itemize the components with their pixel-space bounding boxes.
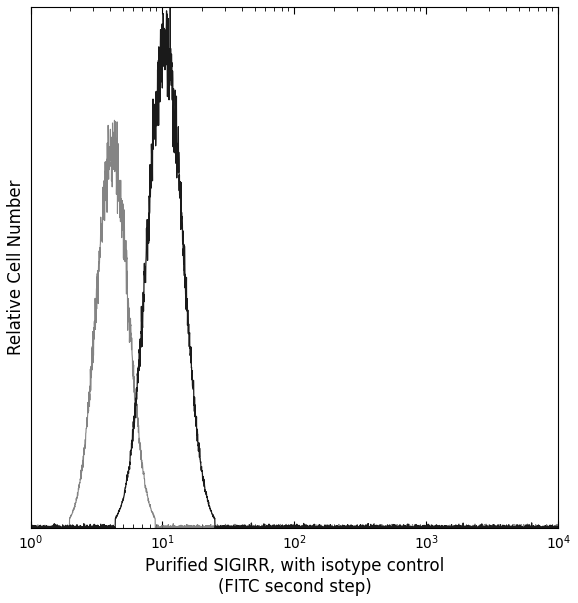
X-axis label: Purified SIGIRR, with isotype control
(FITC second step): Purified SIGIRR, with isotype control (F… <box>145 557 444 596</box>
Y-axis label: Relative Cell Number: Relative Cell Number <box>7 180 25 355</box>
